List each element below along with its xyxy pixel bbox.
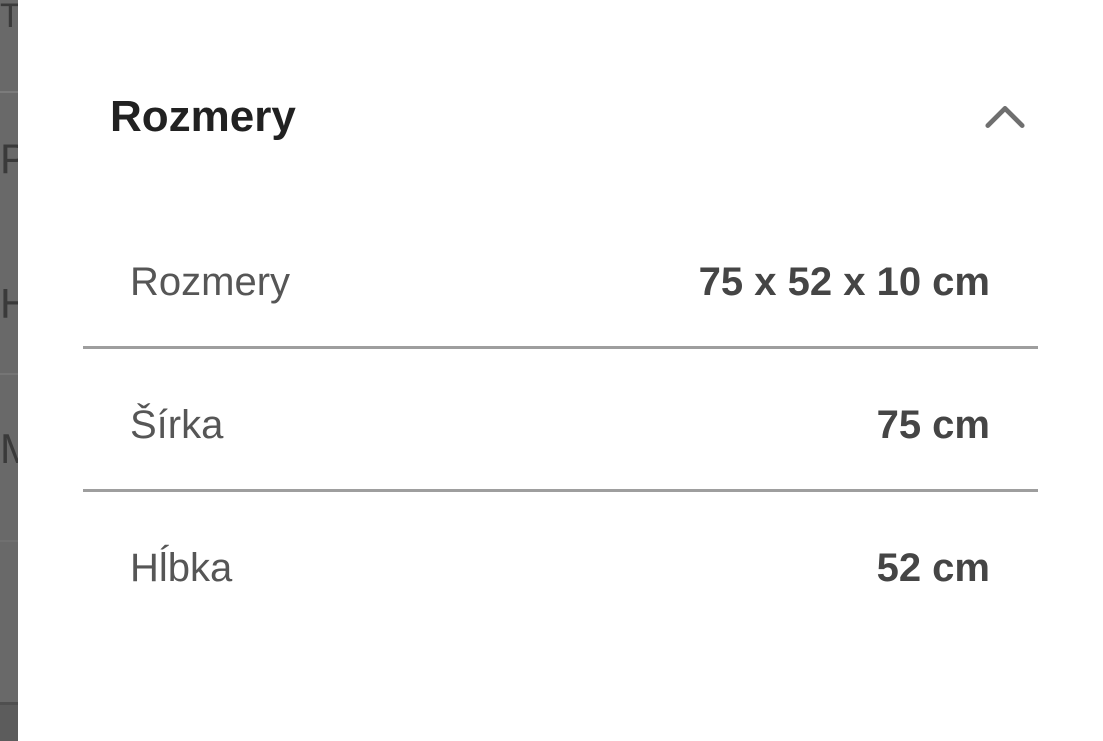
background-divider (0, 702, 18, 705)
background-divider (0, 91, 18, 93)
section-title: Rozmery (110, 91, 296, 141)
background-text-fragment: Ty (0, 0, 18, 35)
background-text-fragment: H (0, 280, 18, 327)
chevron-up-icon (984, 103, 1026, 131)
spec-value: 75 x 52 x 10 cm (698, 260, 990, 304)
modal-backdrop[interactable]: Ty P H M (0, 0, 18, 741)
collapse-section-button[interactable] (976, 95, 1034, 139)
spec-value: 52 cm (876, 546, 990, 590)
table-row: Šírka 75 cm (83, 349, 1038, 489)
spec-label: Šírka (130, 403, 224, 447)
spec-label: Rozmery (130, 260, 291, 304)
spec-table: Rozmery 75 x 52 x 10 cm Šírka 75 cm Hĺbk… (83, 206, 1038, 632)
background-text-fragment: M (0, 425, 18, 472)
row-divider (83, 346, 1038, 349)
background-section (0, 705, 18, 741)
background-divider (0, 540, 18, 542)
background-text-fragment: P (0, 135, 18, 182)
table-row: Hĺbka 52 cm (83, 492, 1038, 632)
background-divider (0, 373, 18, 375)
table-row: Rozmery 75 x 52 x 10 cm (83, 206, 1038, 346)
row-divider (83, 489, 1038, 492)
spec-label: Hĺbka (130, 546, 233, 590)
spec-value: 75 cm (876, 403, 990, 447)
dimensions-panel: Rozmery Rozmery 75 x 52 x 10 cm Šírka 75… (18, 0, 1103, 741)
accordion-section-header[interactable]: Rozmery (110, 85, 1034, 149)
